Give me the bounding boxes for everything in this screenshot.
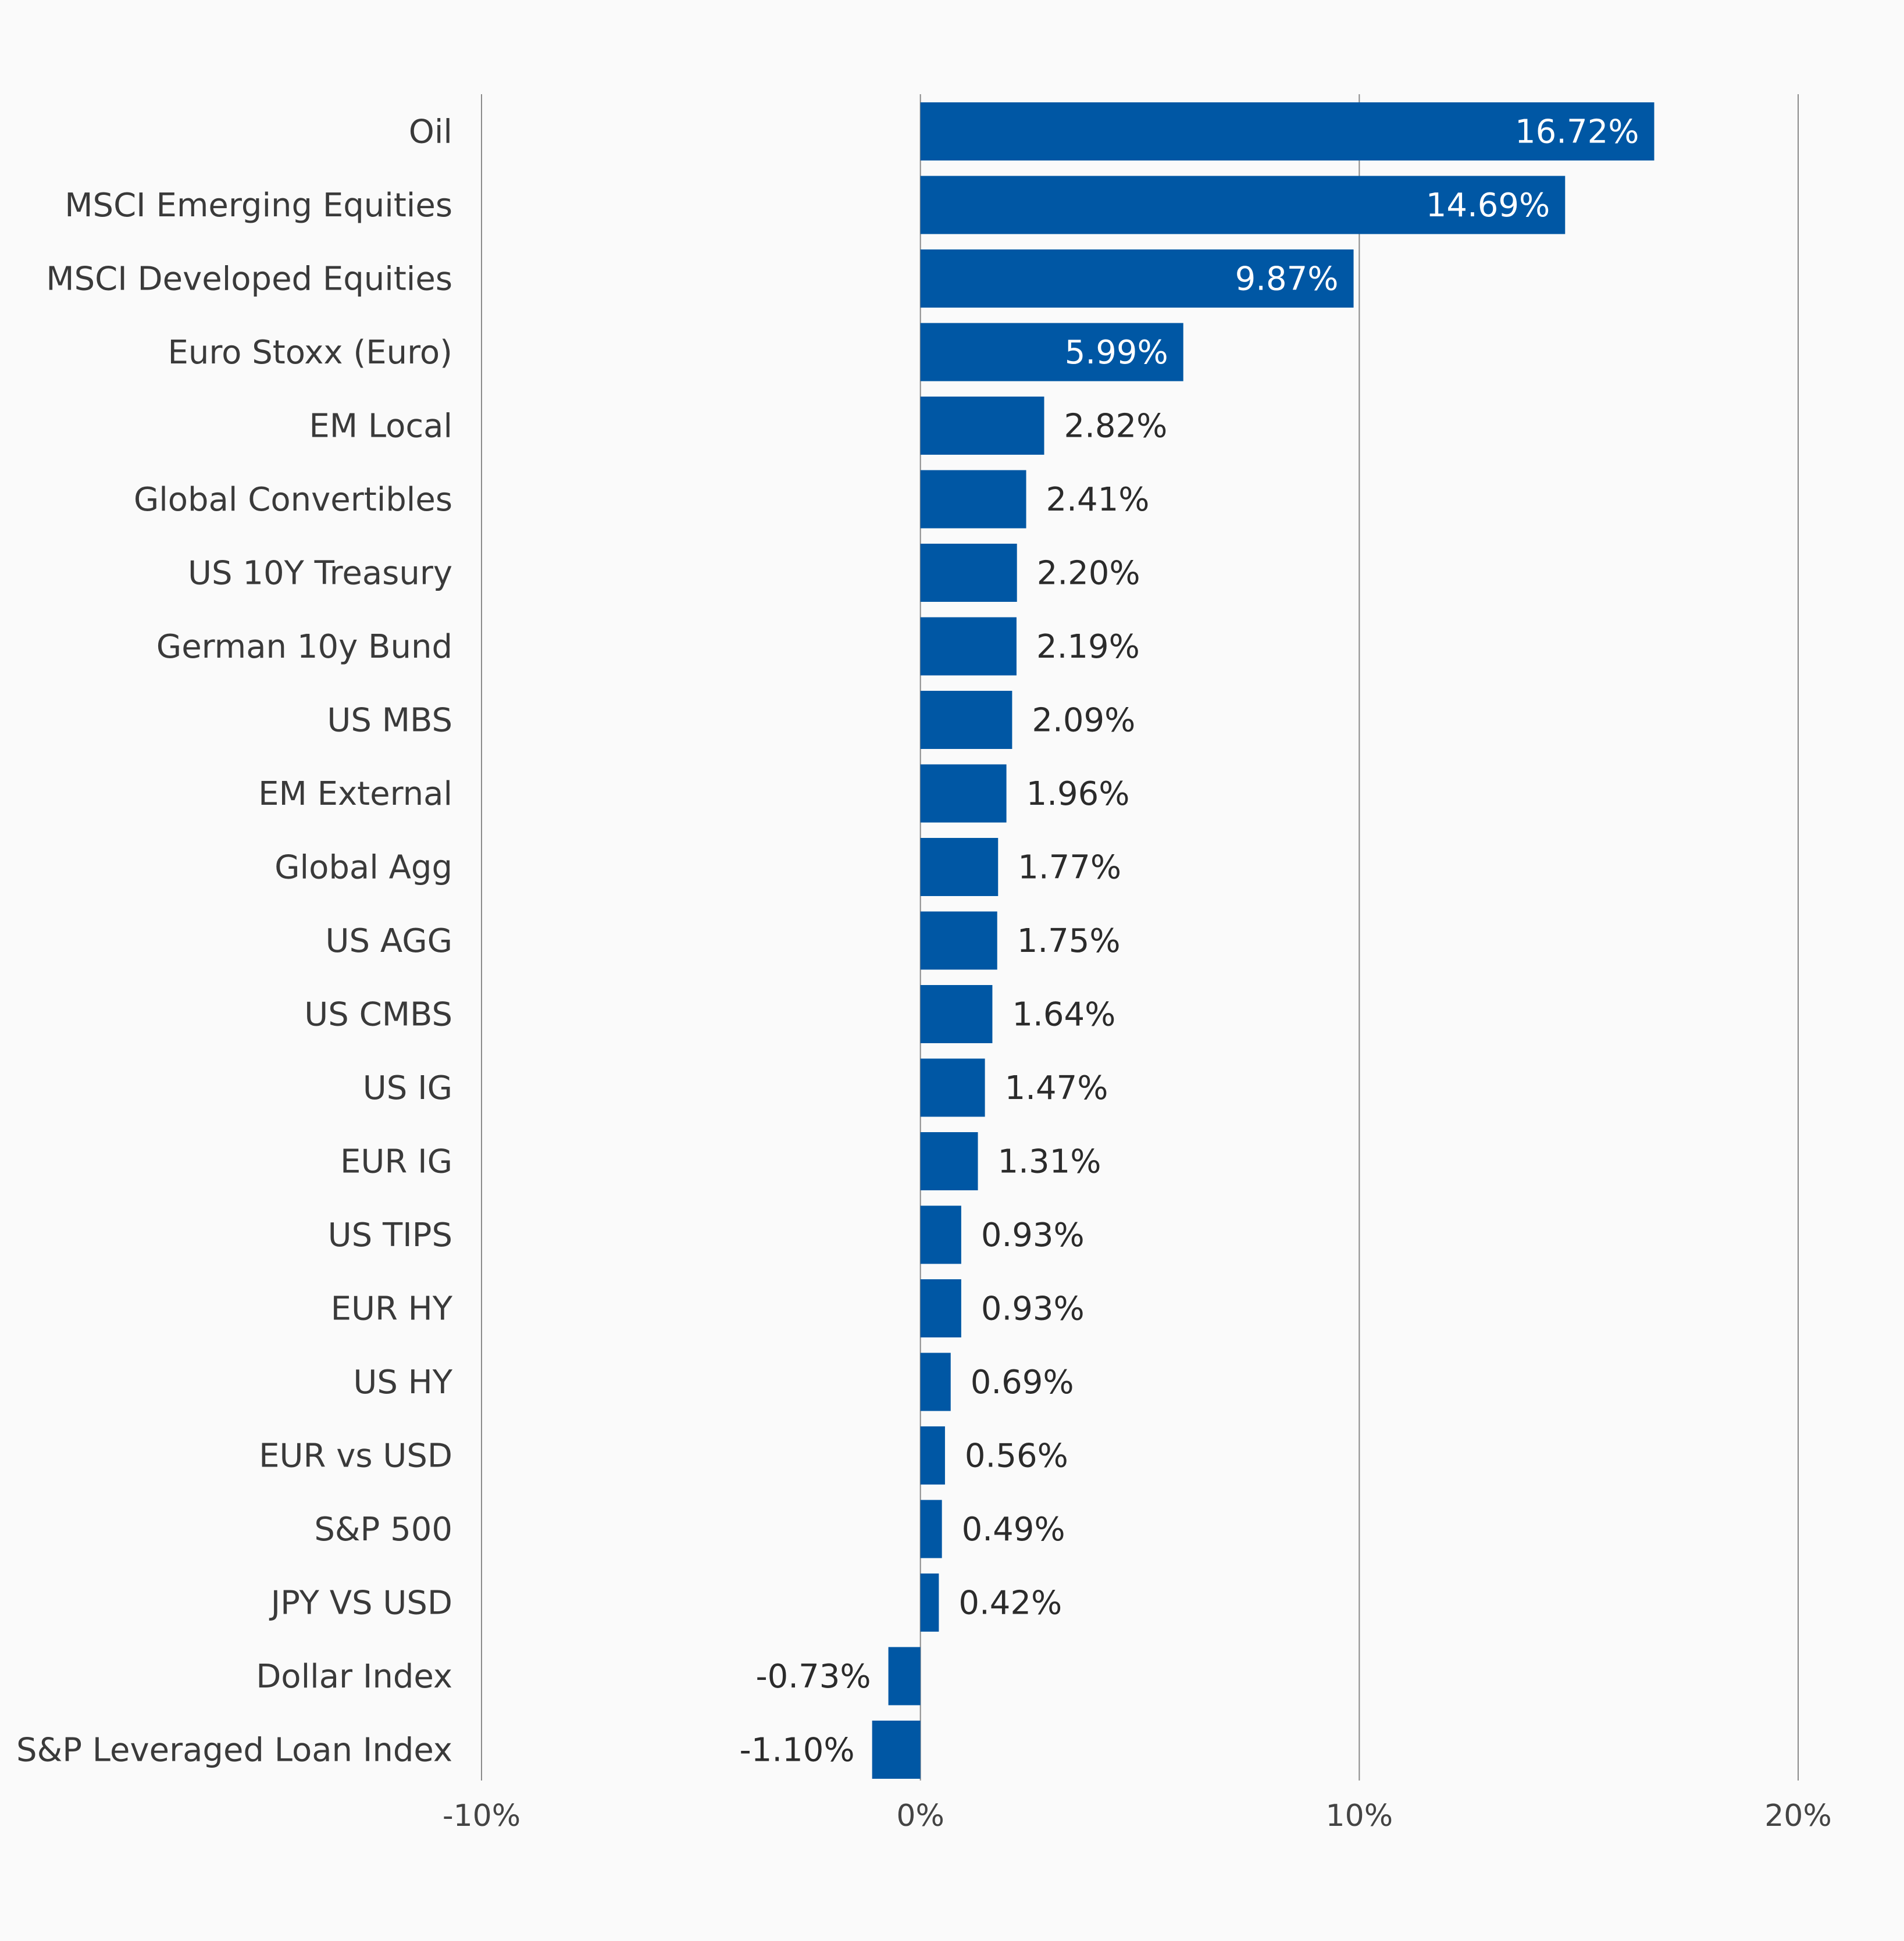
category-label: S&P Leveraged Loan Index [16,1732,452,1769]
category-label: US TIPS [328,1216,452,1254]
category-label: EM External [258,775,452,813]
data-label: 0.93% [981,1290,1085,1328]
category-label: Euro Stoxx (Euro) [168,334,452,372]
data-label: 1.31% [998,1143,1101,1181]
category-label: US IG [363,1069,452,1107]
data-label: 2.09% [1032,702,1135,740]
category-label: US 10Y Treasury [188,555,452,593]
category-label: EM Local [309,408,452,445]
bar [920,1205,961,1264]
bar [920,102,1655,160]
x-tick-label: 10% [1326,1799,1393,1833]
data-label: 1.77% [1018,849,1121,887]
bar [920,911,997,970]
category-label: MSCI Developed Equities [46,261,452,298]
bar [920,617,1017,676]
category-label: US HY [353,1364,452,1401]
category-label: US MBS [327,702,452,740]
data-label: 2.82% [1064,408,1167,445]
data-label: 0.93% [981,1216,1085,1254]
category-label: S&P 500 [314,1511,452,1548]
category-label: MSCI Emerging Equities [65,187,452,224]
data-labels: 16.72% 14.69% 9.87% 5.99% 2.82% 2.41% 2.20% 2.1… [740,113,1639,1769]
category-label: US AGG [326,922,452,960]
bar [920,1353,951,1411]
bar [920,249,1354,308]
bar [920,691,1012,749]
data-label: 1.47% [1005,1069,1108,1107]
category-label: JPY VS USD [269,1585,452,1622]
category-label: Dollar Index [256,1658,452,1696]
data-label: 1.75% [1017,922,1121,960]
x-tick-label: -10% [443,1799,520,1833]
category-label: EUR vs USD [259,1437,452,1475]
bar [920,985,993,1043]
bar [920,1132,978,1190]
data-label: 0.49% [962,1511,1065,1548]
x-axis-tick-labels: -10% 0% 10% 20% [443,1799,1832,1833]
bar [920,764,1007,823]
data-label: 16.72% [1515,113,1639,151]
category-label: Oil [409,113,452,151]
data-label: -1.10% [740,1732,855,1769]
category-labels: Oil MSCI Emerging Equities MSCI Developed … [16,113,453,1769]
data-label: 0.42% [958,1585,1062,1622]
bar [920,470,1026,529]
data-label: 1.64% [1012,996,1115,1034]
data-label: -0.73% [755,1658,871,1696]
bar [920,1574,939,1632]
data-label: 2.20% [1037,555,1140,593]
x-tick-label: 0% [896,1799,944,1833]
data-label: 9.87% [1235,261,1339,298]
data-label: 0.69% [971,1364,1074,1401]
data-label: 14.69% [1426,187,1550,224]
bar [920,1279,961,1337]
category-label: EUR HY [331,1290,453,1328]
bars [872,102,1655,1779]
bar [920,176,1566,234]
bar [920,1058,985,1117]
category-label: US CMBS [304,996,452,1034]
x-tick-label: 20% [1764,1799,1832,1833]
bar [920,544,1017,602]
bar [920,323,1183,381]
data-label: 0.56% [965,1437,1068,1475]
bar [872,1721,921,1779]
bar [888,1647,921,1705]
bar [920,1426,945,1485]
bar [920,1500,942,1558]
data-label: 2.41% [1046,481,1150,519]
bar [920,397,1044,455]
category-label: Global Convertibles [134,481,452,519]
category-label: EUR IG [340,1143,452,1181]
category-label: Global Agg [274,849,452,887]
data-label: 2.19% [1036,628,1140,666]
data-label: 5.99% [1065,334,1168,372]
category-label: German 10y Bund [156,628,452,666]
bar [920,838,999,896]
data-label: 1.96% [1026,775,1130,813]
